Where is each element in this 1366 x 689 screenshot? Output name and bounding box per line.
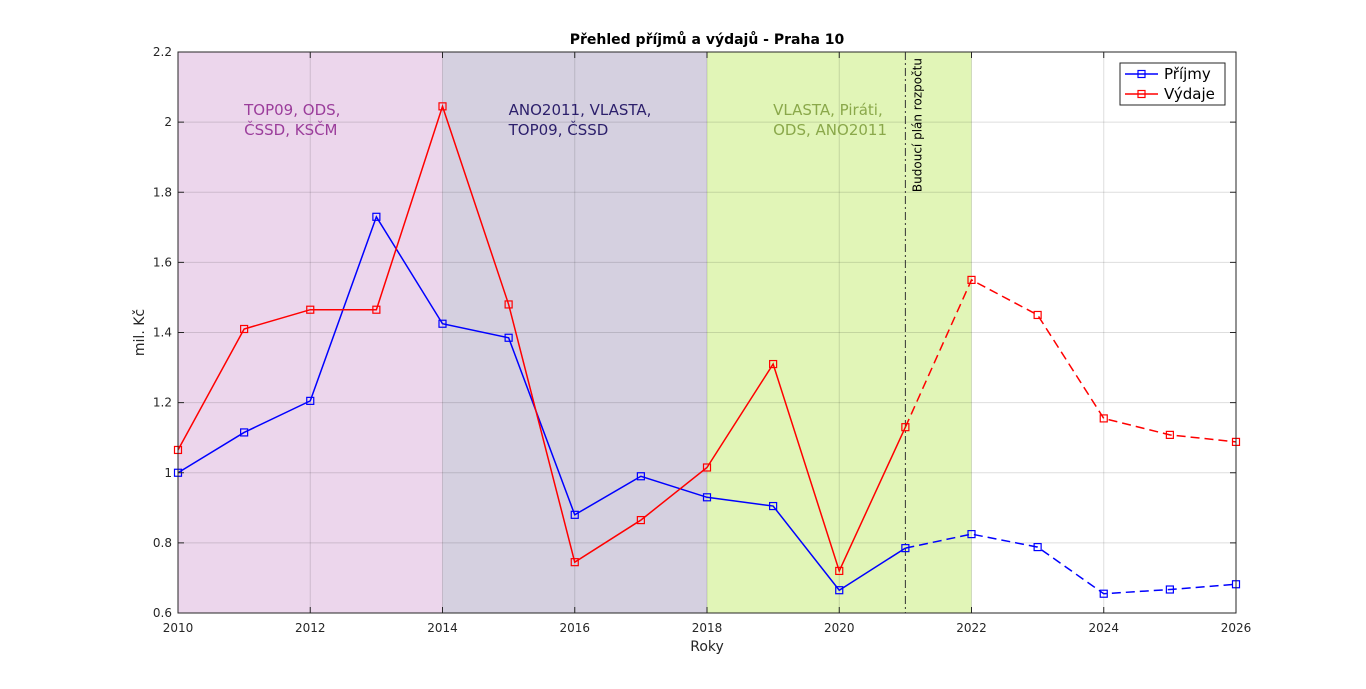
x-tick-label-7: 2024	[1088, 621, 1119, 635]
series-1-point-14	[1099, 414, 1108, 423]
x-axis-label: Roky	[690, 639, 724, 655]
legend: Příjmy Výdaje	[1119, 62, 1226, 106]
axes: 2010 2012 2014 2016 2018 2020 2022 2024 2026 0.6 0…	[153, 45, 1251, 635]
y-tick-label-3: 1.2	[153, 396, 172, 410]
series-1-point-8	[702, 463, 712, 472]
series-1-point-7	[636, 515, 645, 525]
x-tick-label-5: 2020	[824, 621, 855, 635]
series-1-point-2	[306, 305, 315, 314]
series-0-point-10	[835, 586, 844, 595]
legend-label-0: Příjmy	[1164, 65, 1211, 83]
y-tick-label-0: 0.6	[153, 606, 172, 620]
series-0-line	[177, 215, 906, 592]
series-1-point-4	[438, 102, 447, 111]
y-tick-label-2: 1	[164, 466, 172, 480]
x-tick-label-8: 2026	[1221, 621, 1252, 635]
y-axis-label: mil. Kč	[132, 309, 148, 356]
series-1-forecast-line	[904, 278, 1237, 443]
x-tick-label-6: 2022	[956, 621, 987, 635]
series	[173, 102, 1241, 598]
y-tick-label-7: 2	[164, 115, 172, 129]
y-tick-label-4: 1.4	[153, 326, 172, 340]
series-0-point-8	[702, 493, 712, 502]
series-1-point-1	[240, 324, 249, 334]
series-0-point-14	[1099, 589, 1108, 598]
region-label-1-0: ANO2011, VLASTA,	[509, 101, 652, 119]
series-1-point-12	[967, 275, 976, 285]
series-0-point-7	[636, 472, 645, 481]
x-tick-label-2: 2014	[427, 621, 458, 635]
x-tick-label-4: 2018	[692, 621, 723, 635]
forecast-vline-label: Budoucí plán rozpočtu	[910, 58, 924, 192]
region-labels: TOP09, ODS,ČSSD, KSČM ANO2011, VLASTA,TOP…	[243, 101, 887, 139]
series-1-point-5	[504, 300, 513, 309]
series-1-point-10	[835, 566, 844, 576]
series-1-point-13	[1033, 310, 1042, 320]
y-tick-label-1: 0.8	[153, 536, 172, 550]
series-0-point-5	[504, 333, 513, 342]
chart-title: Přehled příjmů a výdajů - Praha 10	[570, 31, 845, 48]
series-1-point-6	[570, 558, 579, 567]
region-label-0-0: TOP09, ODS,	[243, 101, 340, 119]
series-0-forecast-line	[905, 533, 1237, 595]
series-1-point-3	[372, 305, 381, 314]
series-0-point-6	[570, 510, 579, 519]
x-tick-label-1: 2012	[295, 621, 326, 635]
region-label-0-1: ČSSD, KSČM	[244, 120, 337, 139]
series-0-point-9	[769, 501, 778, 511]
legend-marker-0	[1137, 69, 1146, 79]
series-0-point-2	[306, 396, 315, 405]
series-1-point-11	[901, 423, 910, 432]
regions	[178, 52, 972, 613]
legend-label-1: Výdaje	[1164, 85, 1215, 103]
region-label-2-0: VLASTA, Piráti,	[773, 101, 883, 119]
vline-group: Budoucí plán rozpočtu	[904, 52, 924, 613]
region-2	[707, 52, 972, 613]
region-label-2-1: ODS, ANO2011	[773, 121, 887, 139]
x-tick-label-3: 2016	[559, 621, 590, 635]
y-tick-label-6: 1.8	[153, 185, 172, 199]
series-0-point-4	[438, 319, 447, 328]
x-tick-label-0: 2010	[163, 621, 194, 635]
series-1-point-15	[1165, 430, 1174, 439]
legend-marker-1	[1137, 89, 1146, 99]
series-1-line	[177, 103, 907, 573]
series-0-point-3	[372, 212, 381, 221]
series-0-point-1	[240, 428, 249, 437]
series-0-point-12	[967, 530, 976, 539]
region-label-1-1: TOP09, ČSSD	[508, 120, 609, 139]
series-0-point-11	[901, 544, 910, 553]
y-tick-label-8: 2.2	[153, 45, 172, 59]
series-0-point-15	[1165, 585, 1174, 594]
region-0	[178, 52, 443, 613]
y-tick-label-5: 1.6	[153, 255, 172, 269]
series-1-point-9	[769, 359, 778, 369]
series-0-point-13	[1033, 542, 1042, 552]
